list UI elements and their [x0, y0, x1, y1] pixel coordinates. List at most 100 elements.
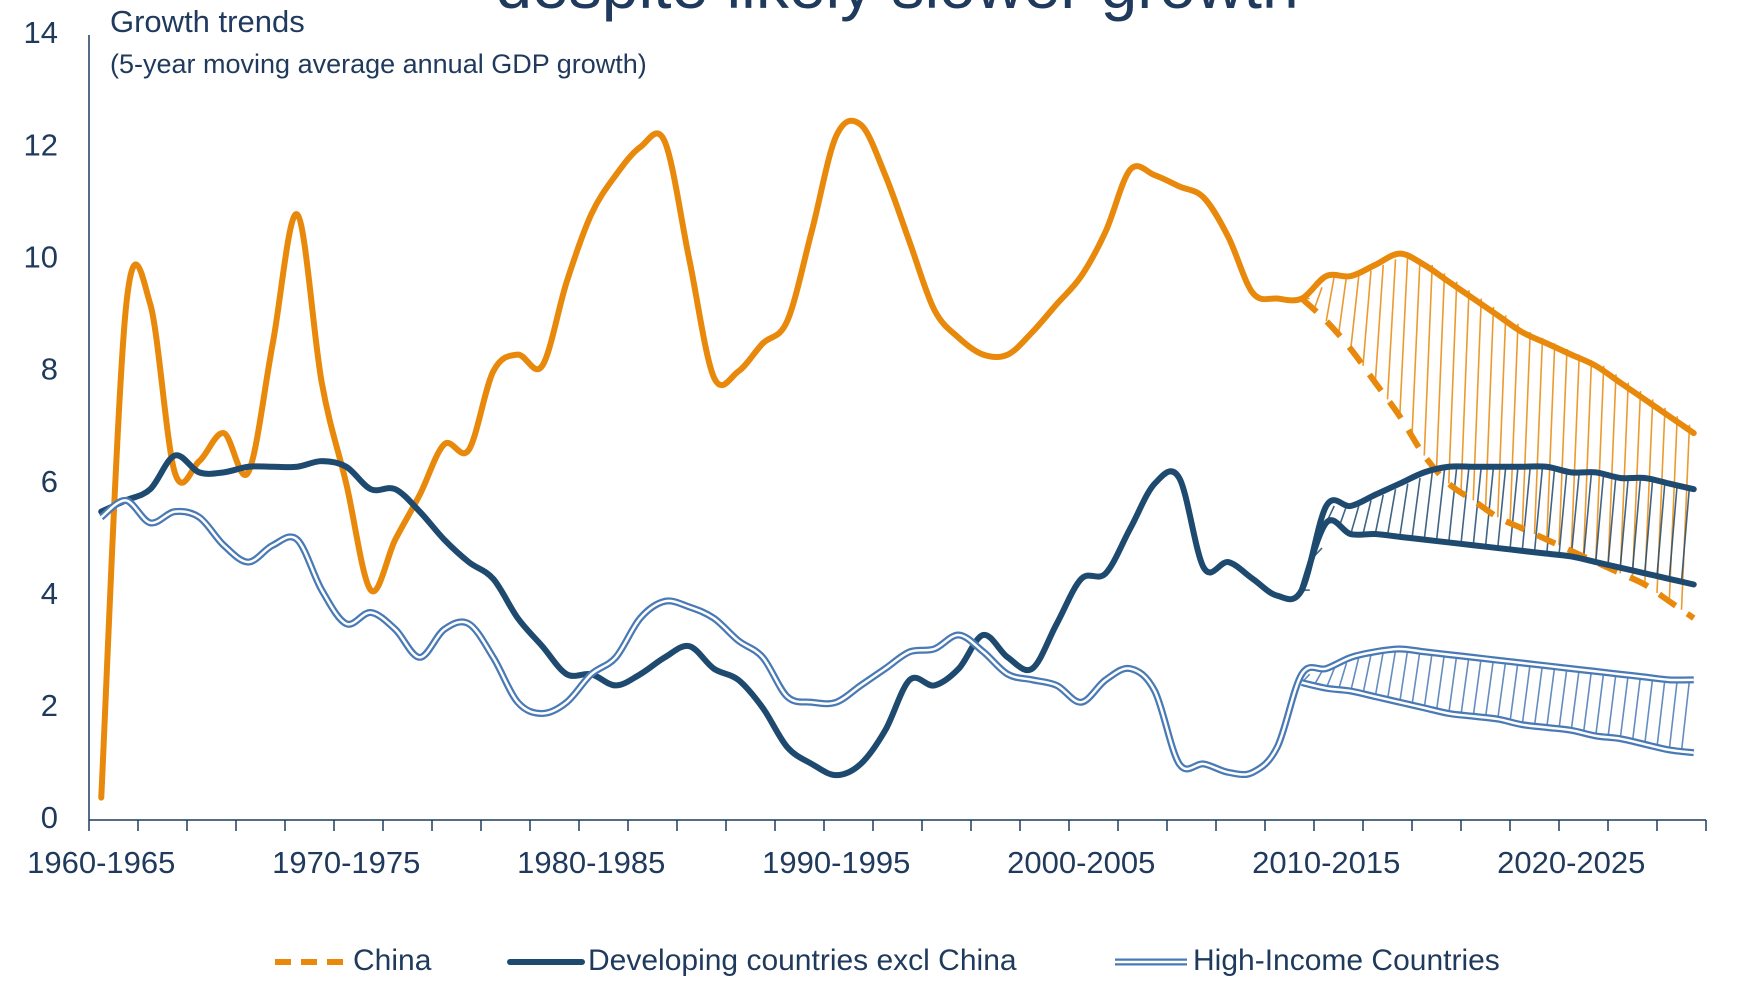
hatch-line: [1398, 253, 1409, 417]
hatch-line: [1411, 477, 1421, 539]
hatch-line: [1496, 660, 1507, 720]
hatch-line: [1460, 466, 1470, 544]
hatch-line: [1435, 273, 1446, 470]
hatch-line: [1594, 365, 1605, 563]
hatch-line: [1521, 332, 1532, 529]
hatch-layer: [1301, 253, 1691, 752]
hatch-line: [1582, 472, 1593, 560]
hatch-line: [1337, 662, 1348, 690]
hatch-line: [1619, 674, 1630, 739]
hatch-line: [1533, 337, 1544, 535]
hatch-line: [1398, 648, 1409, 703]
hatch-line: [1435, 469, 1446, 542]
hatch-line: [1558, 348, 1568, 546]
hatch-line: [1509, 323, 1519, 523]
hatch-line: [1607, 374, 1617, 568]
y-tick-label: 10: [24, 239, 58, 274]
hatch-line: [1472, 657, 1483, 717]
hatch-line: [1313, 287, 1323, 311]
series-line-inner: [1301, 681, 1694, 754]
hatch-line: [1594, 472, 1605, 563]
hatch-line: [1423, 651, 1434, 708]
hatch-line: [1362, 654, 1372, 694]
hatch-line: [1374, 494, 1385, 535]
hatch-line: [1668, 679, 1679, 751]
hatch-line: [1594, 671, 1605, 736]
x-tick-label: 1980-1985: [517, 845, 665, 880]
hatch-line: [1460, 655, 1470, 715]
hatch-line: [1447, 281, 1458, 484]
hatch-line: [1496, 315, 1507, 518]
chart-subtitle: (5-year moving average annual GDP growth…: [110, 49, 647, 79]
hatch-line: [1509, 661, 1519, 722]
legend-label: High-Income Countries: [1193, 944, 1500, 977]
hatch-line: [1447, 466, 1458, 543]
hatch-line: [1349, 505, 1360, 535]
hatch-line: [1545, 665, 1556, 728]
hatch-line: [1582, 360, 1593, 557]
hatch-line: [1533, 664, 1544, 727]
hatch-line: [1349, 657, 1360, 692]
y-tick-label: 6: [41, 464, 58, 499]
hatch-line: [1447, 654, 1458, 714]
x-tick-label: 1990-1995: [762, 845, 910, 880]
hatch-line: [1484, 306, 1495, 509]
hatch-line: [1521, 466, 1532, 551]
hatch-line: [1668, 483, 1679, 579]
hatch-line: [1509, 466, 1519, 550]
hatch-line: [1398, 483, 1409, 537]
hatch-line: [1570, 668, 1581, 731]
hatch-line: [1325, 275, 1336, 322]
y-tick-label: 2: [41, 688, 58, 723]
y-tick-label: 14: [24, 15, 58, 50]
axes-layer: 0 2 4 6 8 10 12 14 1960-1965 1970-1975 1980-1985 19…: [24, 15, 1707, 880]
hatch-line: [1607, 672, 1617, 738]
hatch-line: [1411, 650, 1421, 706]
hatch-line: [1570, 472, 1581, 557]
x-tick-label: 2010-2015: [1252, 845, 1400, 880]
hatch-line: [1386, 650, 1397, 700]
hatch-line: [1631, 675, 1642, 742]
hatch-line: [1337, 275, 1348, 336]
hatch-line: [1362, 270, 1372, 366]
hatch-line: [1656, 678, 1666, 748]
hatch-line: [1374, 651, 1385, 697]
hatch-line: [1362, 500, 1372, 535]
hatch-line: [1472, 298, 1483, 501]
hatch-line: [1545, 343, 1556, 540]
y-tick-label: 8: [41, 352, 58, 387]
series-line: [1298, 517, 1697, 594]
hatch-line: [1558, 667, 1568, 729]
hatch-line: [1631, 477, 1642, 571]
series-line-inner: [100, 499, 1694, 776]
hatch-line: [1582, 669, 1593, 734]
series-line: [98, 452, 1697, 779]
hatch-line: [1607, 475, 1617, 565]
hatch-line: [1643, 477, 1654, 574]
hatch-line: [1656, 480, 1666, 577]
hatch-line: [1680, 486, 1691, 582]
legend-label: China: [353, 944, 432, 977]
hatch-line: [1484, 466, 1495, 547]
series-line: [98, 117, 1697, 801]
hatch-line: [1643, 676, 1654, 745]
hatch-line: [1484, 658, 1495, 718]
hatch-line: [1680, 679, 1691, 752]
hatch-line: [1521, 662, 1532, 725]
hatch-line: [1533, 466, 1544, 553]
legend: China Developing countries excl China High…: [275, 944, 1500, 977]
hatch-line: [1411, 259, 1421, 436]
chart-heading: despite likely slower growth: [495, 0, 1298, 22]
hatch-line: [1558, 469, 1568, 556]
hatch-line: [1374, 264, 1385, 383]
y-tick-label: 0: [41, 800, 58, 835]
x-tick-label: 2020-2025: [1497, 845, 1645, 880]
y-tick-label: 4: [41, 576, 58, 611]
x-tick-label: 1970-1975: [272, 845, 420, 880]
hatch-line: [1680, 424, 1691, 610]
hatch-line: [1386, 259, 1397, 400]
hatch-line: [1619, 477, 1630, 568]
legend-label: Developing countries excl China: [588, 944, 1017, 977]
